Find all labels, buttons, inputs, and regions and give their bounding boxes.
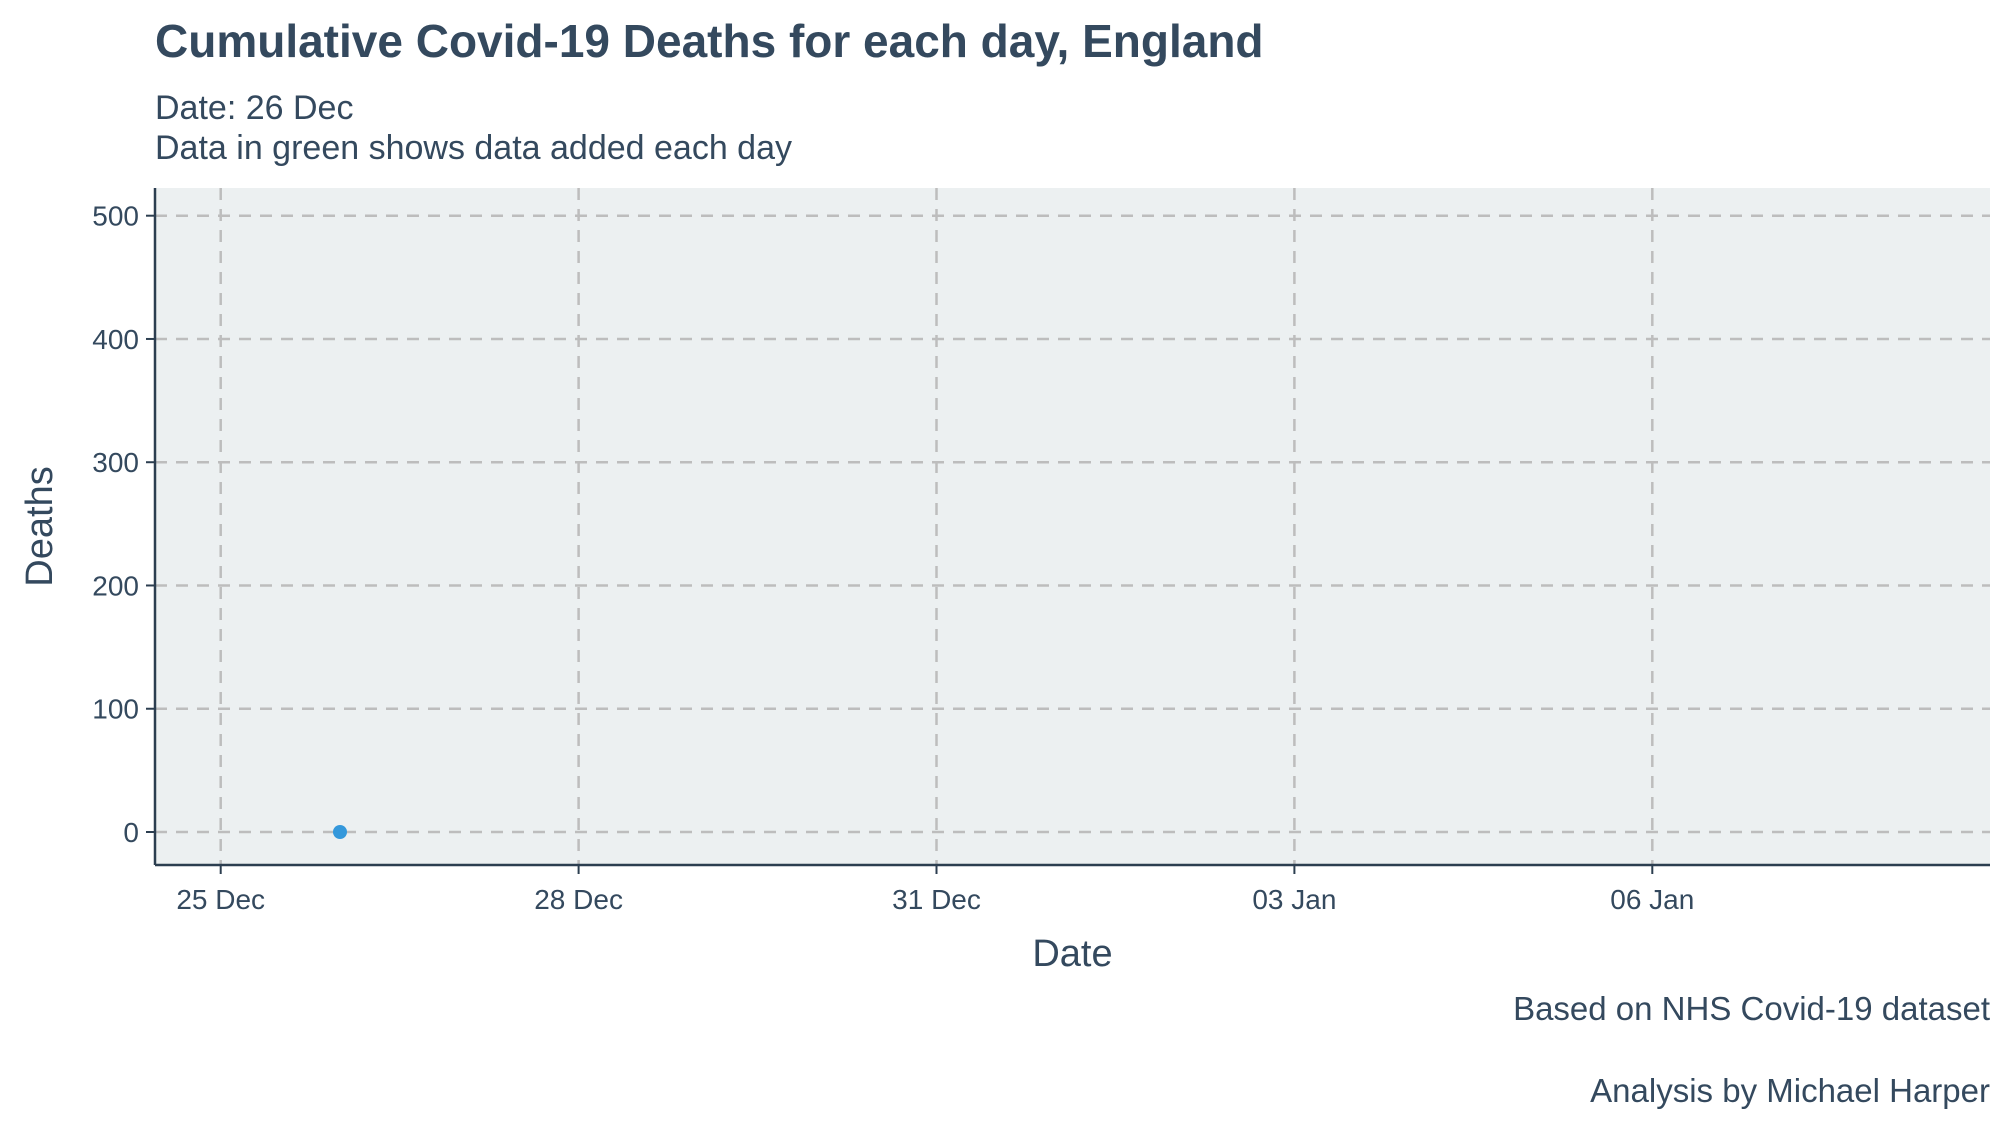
chart-subtitle: Date: 26 Dec Data in green shows data ad…: [155, 88, 792, 168]
x-tick-label: 25 Dec: [176, 884, 265, 915]
x-tick-label: 06 Jan: [1610, 884, 1694, 915]
y-axis-title: Deaths: [19, 466, 61, 586]
y-tick-label: 300: [92, 447, 139, 478]
subtitle-date: Date: 26 Dec: [155, 89, 354, 127]
data-point: [333, 825, 347, 839]
axes: [153, 188, 1990, 867]
y-tick-label: 200: [92, 570, 139, 601]
y-tick-label: 400: [92, 324, 139, 355]
caption-author: Analysis by Michael Harper: [1590, 1072, 1990, 1109]
x-tick-label: 31 Dec: [892, 884, 981, 915]
x-axis-title: Date: [1032, 933, 1112, 975]
data-points: [333, 825, 347, 839]
x-tick-label: 03 Jan: [1252, 884, 1336, 915]
y-tick-label: 500: [92, 201, 139, 232]
caption-source: Based on NHS Covid-19 dataset: [1513, 990, 1990, 1027]
plot-panel: [155, 188, 1990, 865]
chart-title: Cumulative Covid-19 Deaths for each day,…: [155, 15, 1264, 67]
tick-labels: 0 100 200 300 400 500 25 Dec 28 Dec 31 Dec 03 Jan…: [92, 201, 1694, 915]
y-tick-label: 100: [92, 694, 139, 725]
subtitle-note: Data in green shows data added each day: [155, 129, 793, 167]
x-tick-label: 28 Dec: [534, 884, 623, 915]
grid-lines: [155, 188, 1990, 865]
y-tick-label: 0: [123, 817, 139, 848]
